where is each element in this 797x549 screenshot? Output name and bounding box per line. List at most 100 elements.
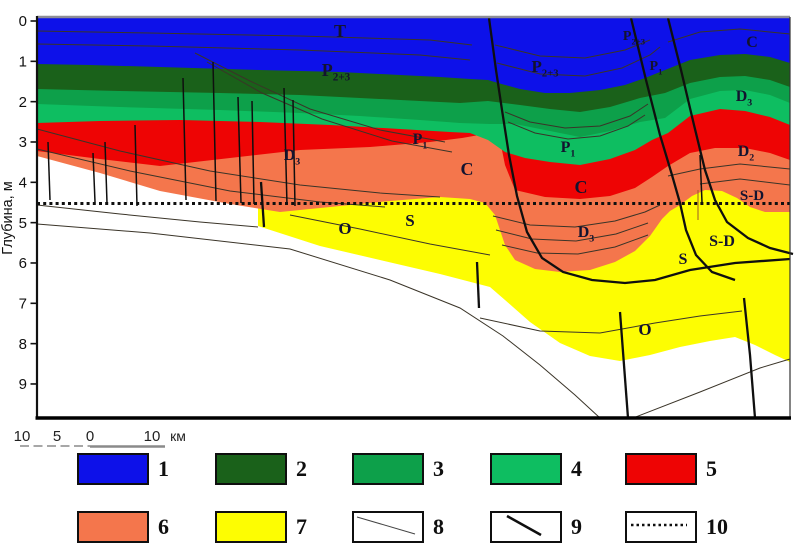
legend-item-6: 6 <box>77 511 169 543</box>
fault-line-minor <box>212 61 217 202</box>
thin-boundary-line <box>632 358 791 419</box>
thin-boundary-line <box>507 114 646 140</box>
axis-tick-label: 5 <box>19 215 27 232</box>
thin-boundary-line <box>494 39 651 59</box>
stratum-label-subscript: 1 <box>570 149 575 160</box>
scale-bar-number: 5 <box>53 428 61 445</box>
axis-tick-label: 8 <box>19 336 27 353</box>
legend-swatch-10 <box>625 511 697 543</box>
legend-swatch-9 <box>490 511 562 543</box>
legend-swatch-4 <box>490 453 562 485</box>
thin-boundary-line <box>194 52 446 143</box>
legend-swatch-5 <box>625 453 697 485</box>
thin-boundary-line <box>667 28 791 43</box>
scale-bar-number: 10 <box>14 428 31 445</box>
stratum-label: O <box>638 320 651 339</box>
legend-number: 7 <box>296 514 307 539</box>
stratum-label: C <box>746 34 758 51</box>
fault-line-minor <box>104 141 108 204</box>
stratum-label-subscript: 3 <box>295 157 300 168</box>
legend-number: 9 <box>571 514 582 539</box>
legend-swatch-1 <box>77 453 149 485</box>
stratum-label: S <box>405 211 414 230</box>
thin-boundary-line <box>36 204 259 228</box>
dotted-line-symbol-icon <box>631 523 687 527</box>
fault-line-minor <box>237 96 242 204</box>
stratum-label: S-D <box>740 188 764 204</box>
thin-boundary-line <box>36 223 601 419</box>
thin-boundary-line <box>289 214 491 256</box>
legend-number: 2 <box>296 456 307 481</box>
thin-boundary-line <box>495 222 649 242</box>
stratum-label: O <box>338 219 351 238</box>
legend-number: 5 <box>706 456 717 481</box>
thin-boundary-line <box>36 128 441 198</box>
legend-item-2: 2 <box>215 453 307 485</box>
legend-item-1: 1 <box>77 453 169 485</box>
fault-line-minor <box>47 141 51 201</box>
stratum-label: T <box>334 21 346 41</box>
legend-number: 10 <box>706 514 728 539</box>
scale-bar-unit: км <box>170 428 186 444</box>
stratum-label-subscript: 1 <box>422 141 427 152</box>
scale-bar-number: 0 <box>86 428 94 445</box>
axis-tick-label: 2 <box>19 94 27 111</box>
legend-swatch-8 <box>352 511 424 543</box>
legend-number: 6 <box>158 514 169 539</box>
stratum-label-subscript: 3 <box>589 234 594 245</box>
legend-swatch-2 <box>215 453 287 485</box>
layer-blue-T-P23 <box>37 18 790 93</box>
legend-item-4: 4 <box>490 453 582 485</box>
legend-number: 4 <box>571 456 582 481</box>
fault-line <box>666 17 794 256</box>
thin-boundary-line <box>36 30 473 46</box>
thin-boundary-line <box>206 61 453 153</box>
fault-line-minor <box>251 100 255 205</box>
axis-tick-label: 1 <box>19 54 27 71</box>
fault-line-minor <box>134 124 138 207</box>
fault-line-minor <box>292 99 296 207</box>
thin-boundary-line <box>667 163 791 177</box>
axis-tick-label: 7 <box>19 296 27 313</box>
thin-line-symbol-icon <box>356 516 416 535</box>
stratum-label: S-D <box>709 233 735 250</box>
fault-line <box>475 261 481 309</box>
thin-boundary-line <box>496 46 661 77</box>
thin-boundary-line <box>501 234 649 255</box>
scale-bar-number: 10 <box>144 428 161 445</box>
legend-item-9: 9 <box>490 511 582 543</box>
fault-line-minor <box>699 154 703 203</box>
fault-line-minor <box>182 77 187 201</box>
thin-boundary-line <box>479 310 743 334</box>
stratum-label-subscript: 2+3 <box>542 69 559 80</box>
stratum-label: S <box>679 251 688 268</box>
legend-item-10: 10 <box>625 511 728 543</box>
legend-number: 8 <box>433 514 444 539</box>
axis-tick-label: 4 <box>19 175 27 192</box>
depth-axis: 0 1 2 3 4 5 6 7 8 9 <box>19 13 37 393</box>
axis-tick-label: 9 <box>19 376 27 393</box>
thin-boundary-line <box>699 178 791 186</box>
legend-number: 3 <box>433 456 444 481</box>
fault-line <box>487 17 791 285</box>
legend-item-8: 8 <box>352 511 444 543</box>
plot-frame <box>35 15 791 420</box>
axis-tick-label: 0 <box>19 13 27 30</box>
thin-boundary-line <box>504 103 649 129</box>
legend-item-3: 3 <box>352 453 444 485</box>
legend-number: 1 <box>158 456 169 481</box>
scale-bar: 10 5 0 10 км <box>14 428 186 448</box>
fault-line-minor <box>283 87 288 206</box>
depth-axis-title: Глубина, м <box>0 181 16 254</box>
legend-swatch-7 <box>215 511 287 543</box>
axis-tick-label: 6 <box>19 255 27 272</box>
stratum-label-subscript: 2+3 <box>631 37 645 47</box>
stratum-label-subscript: 2+3 <box>333 72 351 84</box>
fault-line <box>618 311 630 419</box>
thin-boundary-line <box>36 43 471 61</box>
stratum-label: C <box>461 159 474 179</box>
